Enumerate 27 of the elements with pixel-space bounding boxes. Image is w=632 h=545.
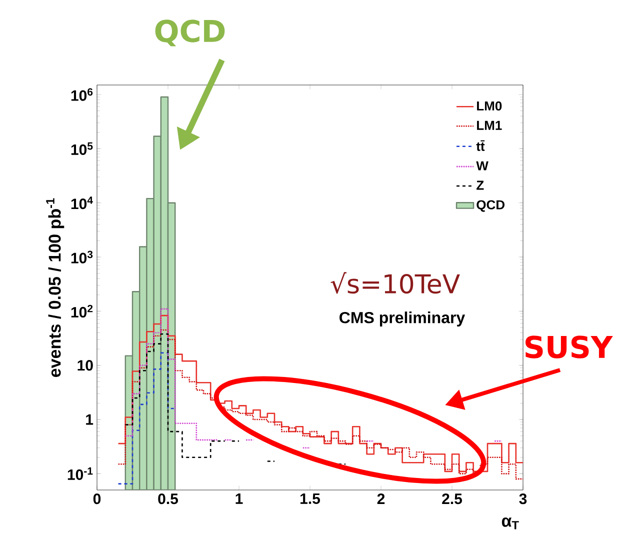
legend-label: Z (476, 180, 484, 190)
legend-label: LM0 (477, 101, 502, 111)
text: SUSY (526, 336, 613, 358)
y-tick-label: 10$^{5}$ (71, 142, 93, 155)
y-tick-label: 10$^{3}$ (71, 250, 93, 264)
y-tick-label: 10$^{4}$ (71, 196, 93, 210)
x-tick-label: 0 (93, 494, 101, 504)
y-tick-label: 1 (86, 414, 94, 425)
x-tick-label: 2.5 (442, 494, 462, 504)
y-tick-label: 10$^{-1}$ (68, 467, 93, 480)
x-tick-label: 2 (377, 494, 385, 504)
y-tick-label: 10$^{2}$ (71, 304, 93, 318)
x-axis-title: α$_{T}$ (502, 518, 519, 530)
y-tick-label: 10 (78, 360, 93, 371)
annotation: CMS preliminary (340, 312, 466, 326)
x-tick-label: 1 (236, 494, 243, 504)
x-tick-label: 1.5 (300, 494, 320, 504)
legend-label: QCD (476, 200, 504, 212)
x-tick-label: 0.5 (158, 494, 178, 504)
legend-label: LM1 (477, 120, 502, 130)
legend-label: W (476, 161, 488, 170)
x-tick-label: 3 (519, 494, 527, 504)
y-axis-title: events / 0.05 / 100 pb$^{-1}$ (46, 198, 64, 377)
legend-label: tt̄ (476, 140, 485, 151)
annotation: √s=10TeV (330, 272, 460, 294)
text: QCD (155, 20, 225, 46)
y-tick-label: 10$^{6}$ (71, 88, 93, 101)
